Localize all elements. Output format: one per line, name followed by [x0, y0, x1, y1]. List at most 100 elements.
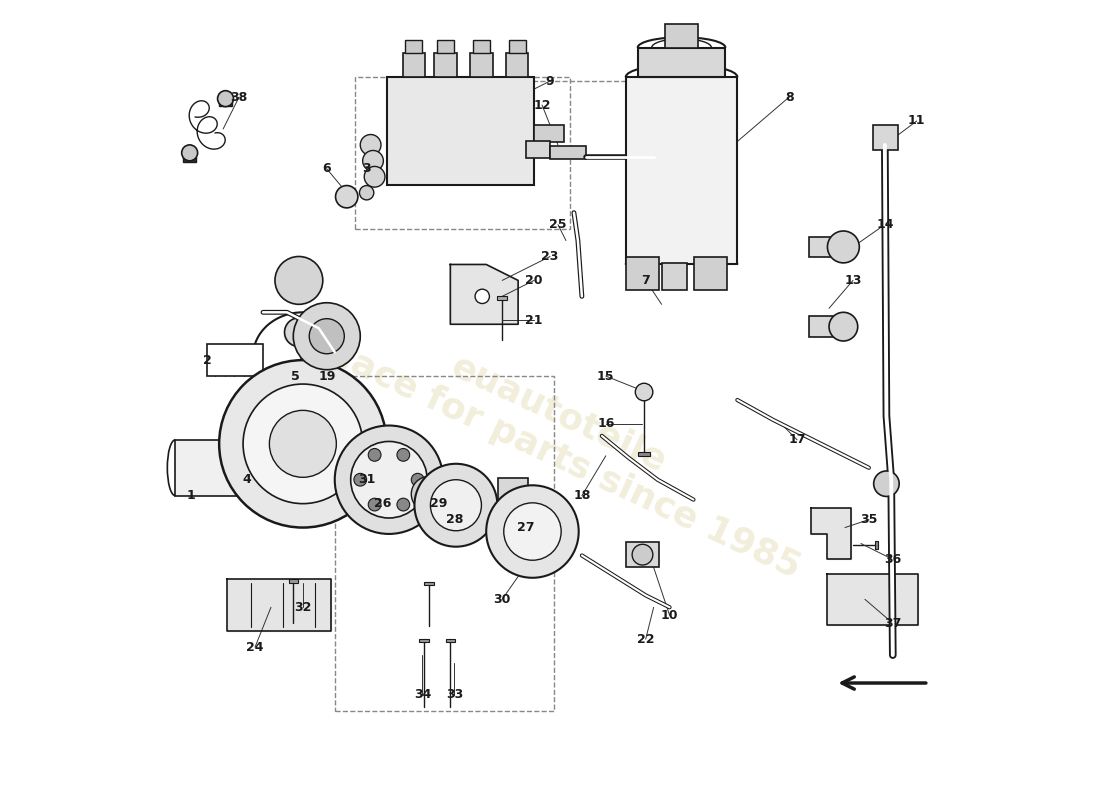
- Circle shape: [504, 503, 561, 560]
- Text: 37: 37: [884, 617, 902, 630]
- Bar: [693, 257, 727, 290]
- Circle shape: [368, 498, 381, 511]
- Circle shape: [486, 486, 579, 578]
- Text: 1: 1: [187, 489, 196, 502]
- Text: 28: 28: [446, 513, 463, 526]
- Text: 3: 3: [362, 162, 371, 175]
- Text: 4: 4: [243, 474, 252, 486]
- Polygon shape: [812, 508, 851, 559]
- Bar: [506, 54, 528, 77]
- Circle shape: [397, 498, 409, 511]
- Circle shape: [430, 480, 482, 530]
- Text: 24: 24: [246, 641, 264, 654]
- Polygon shape: [227, 579, 331, 631]
- Text: 11: 11: [908, 114, 925, 127]
- Bar: [810, 237, 843, 258]
- Text: 23: 23: [541, 250, 559, 263]
- Bar: [207, 344, 263, 376]
- Circle shape: [411, 474, 424, 486]
- Circle shape: [275, 257, 322, 304]
- Circle shape: [243, 384, 363, 504]
- Circle shape: [336, 186, 358, 208]
- Circle shape: [363, 150, 384, 171]
- Bar: [184, 157, 196, 162]
- Bar: [638, 452, 650, 456]
- Text: 15: 15: [597, 370, 615, 382]
- Bar: [434, 54, 456, 77]
- Bar: [626, 542, 659, 567]
- Bar: [508, 40, 526, 54]
- Text: 26: 26: [374, 497, 392, 510]
- Bar: [437, 40, 454, 54]
- Text: 19: 19: [318, 370, 336, 382]
- Circle shape: [294, 302, 361, 370]
- Bar: [876, 541, 879, 549]
- Bar: [405, 40, 422, 54]
- Text: 2: 2: [202, 354, 211, 366]
- Bar: [473, 40, 491, 54]
- Circle shape: [219, 360, 386, 527]
- Bar: [535, 125, 564, 142]
- Bar: [664, 24, 698, 48]
- Text: 31: 31: [358, 474, 375, 486]
- Circle shape: [236, 418, 257, 438]
- Bar: [626, 257, 659, 290]
- Text: 22: 22: [637, 633, 654, 646]
- Text: 5: 5: [290, 370, 299, 382]
- Circle shape: [351, 442, 427, 518]
- Bar: [550, 146, 586, 159]
- Bar: [354, 77, 570, 229]
- Bar: [638, 48, 725, 77]
- Circle shape: [285, 318, 314, 346]
- Text: 34: 34: [414, 689, 431, 702]
- Text: 17: 17: [789, 434, 806, 446]
- Circle shape: [270, 410, 337, 478]
- Text: 13: 13: [845, 274, 861, 287]
- Bar: [175, 440, 263, 496]
- Circle shape: [364, 166, 385, 187]
- Circle shape: [415, 464, 497, 546]
- Circle shape: [636, 383, 652, 401]
- Text: 21: 21: [526, 314, 542, 326]
- Bar: [661, 263, 688, 290]
- Bar: [446, 639, 455, 642]
- Text: 16: 16: [597, 418, 615, 430]
- Text: 35: 35: [860, 513, 878, 526]
- Circle shape: [334, 426, 443, 534]
- Bar: [334, 376, 554, 711]
- Circle shape: [309, 318, 344, 354]
- Circle shape: [397, 449, 409, 462]
- Text: 8: 8: [785, 90, 793, 103]
- Text: 25: 25: [549, 218, 566, 231]
- Text: 7: 7: [641, 274, 650, 287]
- Text: 36: 36: [884, 553, 901, 566]
- Bar: [424, 582, 433, 585]
- Bar: [403, 54, 425, 77]
- Circle shape: [218, 90, 233, 106]
- Bar: [419, 639, 429, 642]
- Text: 30: 30: [494, 593, 510, 606]
- Circle shape: [241, 422, 253, 434]
- Text: euautoteile
a place for parts since 1985: euautoteile a place for parts since 1985: [277, 278, 823, 585]
- Text: 20: 20: [526, 274, 542, 287]
- Circle shape: [411, 477, 447, 512]
- Bar: [471, 54, 493, 77]
- Text: 14: 14: [876, 218, 893, 231]
- Text: 6: 6: [322, 162, 331, 175]
- Text: 12: 12: [534, 98, 551, 111]
- Text: 38: 38: [231, 90, 248, 103]
- Text: 10: 10: [661, 609, 679, 622]
- Circle shape: [354, 474, 366, 486]
- Bar: [497, 296, 507, 299]
- Circle shape: [361, 134, 381, 155]
- Bar: [288, 579, 298, 582]
- Text: 9: 9: [546, 74, 554, 88]
- Circle shape: [632, 544, 652, 565]
- Text: 27: 27: [517, 521, 535, 534]
- Bar: [498, 478, 528, 519]
- Text: 32: 32: [294, 601, 311, 614]
- Circle shape: [829, 312, 858, 341]
- Polygon shape: [827, 574, 918, 625]
- Circle shape: [873, 471, 899, 497]
- Circle shape: [368, 449, 381, 462]
